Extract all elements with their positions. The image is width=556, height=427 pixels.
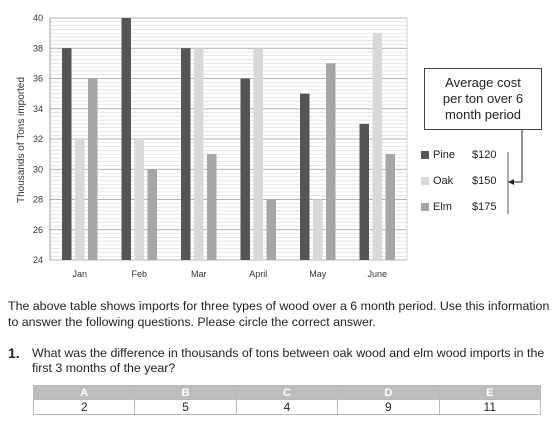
legend-swatch-pine: [421, 151, 429, 159]
bar-pine-jan: [62, 48, 72, 260]
average-cost-callout: Average cost per ton over 6 month period: [424, 68, 542, 130]
bar-oak-june: [372, 33, 382, 260]
instructions-text: The above table shows imports for three …: [8, 299, 550, 329]
bar-oak-may: [313, 199, 323, 260]
x-tick-label: May: [309, 269, 327, 279]
option-value-b[interactable]: 5: [134, 399, 237, 415]
y-tick-label: 28: [33, 195, 43, 205]
legend-price-oak: $150: [472, 175, 496, 187]
answer-options: A B C D E 2 5 4 9 11: [32, 385, 542, 415]
legend-label-oak: Oak: [433, 175, 454, 187]
bar-elm-feb: [147, 169, 157, 260]
option-letter-d[interactable]: D: [337, 385, 440, 400]
legend-swatch-elm: [421, 203, 429, 211]
option-value-a[interactable]: 2: [32, 399, 136, 415]
legend: Pine $120 Oak $150 Elm $175: [421, 149, 496, 213]
option-value-d[interactable]: 9: [337, 399, 440, 415]
legend-label-elm: Elm: [433, 201, 452, 213]
x-tick-label: Mar: [191, 269, 207, 279]
x-tick-label: April: [249, 269, 267, 279]
legend-price-elm: $175: [472, 201, 496, 213]
bar-elm-mar: [207, 154, 217, 260]
bar-pine-mar: [181, 48, 191, 260]
y-axis-ticks: 24 26 28 30 32 34 36 38 40: [33, 13, 43, 265]
bar-pine-april: [240, 78, 250, 260]
callout-line-1: Average cost: [445, 75, 521, 90]
bar-chart: 24 26 28 30 32 34 36 38 40 Jan Feb Mar April May June…: [16, 13, 523, 279]
gridlines: [49, 17, 408, 261]
legend-label-pine: Pine: [433, 149, 455, 161]
callout-line-2: per ton over 6: [442, 91, 524, 106]
bar-elm-april: [266, 199, 276, 260]
y-tick-label: 36: [33, 74, 43, 84]
bar-elm-june: [385, 154, 395, 260]
x-tick-label: June: [367, 269, 387, 279]
option-value-c[interactable]: 4: [235, 399, 339, 415]
option-letter-e[interactable]: E: [438, 385, 542, 400]
y-tick-label: 32: [33, 134, 43, 144]
y-tick-label: 24: [33, 255, 43, 265]
bar-pine-feb: [121, 18, 131, 260]
bar-oak-mar: [194, 48, 204, 260]
bar-elm-may: [326, 63, 336, 260]
legend-price-pine: $120: [472, 149, 496, 161]
option-letter-c[interactable]: C: [235, 385, 339, 400]
bar-oak-april: [253, 48, 263, 260]
x-tick-label: Jan: [72, 269, 87, 279]
y-axis-label: Thousands of Tons imported: [16, 77, 27, 203]
question-number: 1.: [8, 345, 20, 361]
y-tick-label: 30: [33, 164, 43, 174]
x-axis-ticks: Jan Feb Mar April May June: [72, 269, 387, 279]
legend-swatch-oak: [421, 177, 429, 185]
callout-arrow-head: [508, 179, 514, 185]
question-text: What was the difference in thousands of …: [32, 346, 545, 375]
bars-group: [62, 18, 395, 260]
bar-oak-feb: [134, 139, 144, 260]
y-tick-label: 34: [33, 104, 43, 114]
y-tick-label: 26: [33, 225, 43, 235]
y-tick-label: 40: [33, 13, 43, 23]
bar-oak-jan: [75, 139, 85, 260]
option-letter-b[interactable]: B: [134, 385, 237, 400]
bar-pine-june: [359, 123, 369, 260]
option-letter-a[interactable]: A: [32, 385, 136, 400]
x-tick-label: Feb: [131, 269, 147, 279]
callout-line-3: month period: [445, 107, 521, 122]
bar-elm-jan: [88, 78, 98, 260]
bar-pine-may: [300, 93, 310, 260]
y-tick-label: 38: [33, 43, 43, 53]
option-value-e[interactable]: 11: [438, 399, 542, 415]
